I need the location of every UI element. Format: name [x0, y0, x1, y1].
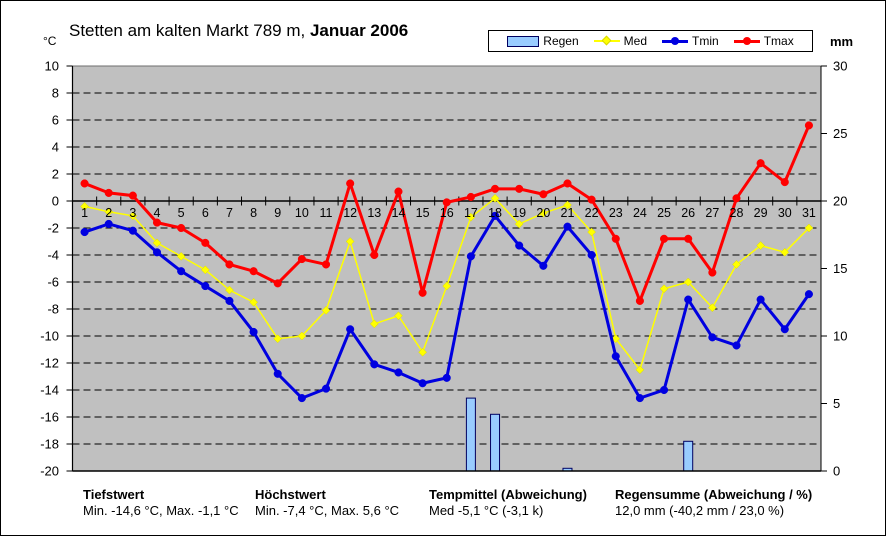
svg-text:19: 19 [512, 206, 526, 220]
svg-text:9: 9 [274, 206, 281, 220]
svg-text:-6: -6 [47, 275, 59, 290]
med-line-swatch-icon [593, 35, 620, 46]
svg-text:10: 10 [295, 206, 309, 220]
svg-text:13: 13 [367, 206, 381, 220]
svg-text:4: 4 [154, 206, 161, 220]
svg-text:-12: -12 [40, 356, 59, 371]
page-title: Stetten am kalten Markt 789 m, Januar 20… [69, 21, 408, 41]
svg-text:0: 0 [833, 464, 840, 479]
svg-text:6: 6 [52, 113, 59, 128]
stat-title: Regensumme (Abweichung / %) [615, 487, 813, 502]
svg-text:31: 31 [802, 206, 816, 220]
right-axis-unit-label: mm [830, 34, 854, 49]
svg-text:24: 24 [633, 206, 647, 220]
legend: Regen Med Tmin Tmax [488, 30, 813, 52]
svg-text:30: 30 [833, 59, 847, 74]
svg-text:-10: -10 [40, 329, 59, 344]
page-title-location: Stetten am kalten Markt 789 m, [69, 21, 310, 40]
stat-value: Min. -7,4 °C, Max. 5,6 °C [255, 503, 400, 518]
svg-text:-14: -14 [40, 383, 59, 398]
tmin-line-swatch-icon [662, 36, 689, 46]
svg-text:-8: -8 [47, 302, 59, 317]
tmax-line-swatch-icon [733, 36, 760, 46]
svg-text:1: 1 [81, 206, 88, 220]
svg-text:8: 8 [250, 206, 257, 220]
svg-text:3: 3 [129, 206, 136, 220]
stat-value: 12,0 mm (-40,2 mm / 23,0 %) [615, 503, 785, 518]
page-title-period: Januar 2006 [309, 21, 409, 40]
legend-item-regen: Regen [507, 34, 579, 48]
svg-text:-20: -20 [40, 464, 59, 479]
left-axis-unit-label: °C [43, 34, 57, 48]
svg-text:8: 8 [52, 86, 59, 101]
svg-text:12: 12 [343, 206, 357, 220]
svg-text:28: 28 [730, 206, 744, 220]
svg-text:10: 10 [833, 329, 847, 344]
svg-text:-2: -2 [47, 221, 59, 236]
svg-text:25: 25 [833, 126, 847, 141]
svg-text:18: 18 [488, 206, 502, 220]
stat-title: Höchstwert [255, 487, 326, 502]
svg-text:6: 6 [202, 206, 209, 220]
legend-item-tmax: Tmax [733, 34, 794, 48]
svg-text:25: 25 [657, 206, 671, 220]
legend-label-regen: Regen [543, 34, 579, 48]
svg-text:4: 4 [52, 140, 59, 155]
stat-title: Tiefstwert [83, 487, 145, 502]
svg-text:5: 5 [833, 396, 840, 411]
stat-block-tempmittel: Tempmittel (Abweichung) Med -5,1 °C (-3,… [429, 487, 587, 519]
svg-text:2: 2 [52, 167, 59, 182]
svg-text:26: 26 [681, 206, 695, 220]
stat-block-tiefstwert: Tiefstwert Min. -14,6 °C, Max. -1,1 °C [83, 487, 239, 519]
svg-text:-16: -16 [40, 410, 59, 425]
svg-text:15: 15 [416, 206, 430, 220]
svg-text:-4: -4 [47, 248, 59, 263]
stat-title: Tempmittel (Abweichung) [429, 487, 587, 502]
svg-text:21: 21 [561, 206, 575, 220]
svg-text:7: 7 [226, 206, 233, 220]
legend-label-tmax: Tmax [763, 34, 794, 48]
svg-text:16: 16 [440, 206, 454, 220]
stat-block-hoechstwert: Höchstwert Min. -7,4 °C, Max. 5,6 °C [255, 487, 399, 519]
rain-bar-swatch-icon [507, 35, 540, 47]
svg-text:30: 30 [778, 206, 792, 220]
legend-label-tmin: Tmin [692, 34, 719, 48]
svg-text:5: 5 [178, 206, 185, 220]
legend-label-med: Med [623, 34, 648, 48]
svg-text:10: 10 [45, 59, 59, 74]
svg-text:-18: -18 [40, 437, 59, 452]
svg-text:2: 2 [105, 206, 112, 220]
svg-text:17: 17 [464, 206, 478, 220]
stat-block-regensumme: Regensumme (Abweichung / %) 12,0 mm (-40… [615, 487, 812, 519]
svg-text:0: 0 [52, 194, 59, 209]
stat-value: Min. -14,6 °C, Max. -1,1 °C [83, 503, 239, 518]
stat-value: Med -5,1 °C (-3,1 k) [429, 503, 544, 518]
svg-text:20: 20 [536, 206, 550, 220]
svg-text:27: 27 [705, 206, 719, 220]
legend-item-tmin: Tmin [662, 34, 719, 48]
svg-text:23: 23 [609, 206, 623, 220]
svg-text:29: 29 [754, 206, 768, 220]
svg-text:20: 20 [833, 194, 847, 209]
svg-text:11: 11 [320, 206, 333, 220]
svg-text:22: 22 [585, 206, 599, 220]
legend-item-med: Med [593, 34, 648, 48]
svg-text:14: 14 [392, 206, 406, 220]
svg-text:15: 15 [833, 261, 847, 276]
